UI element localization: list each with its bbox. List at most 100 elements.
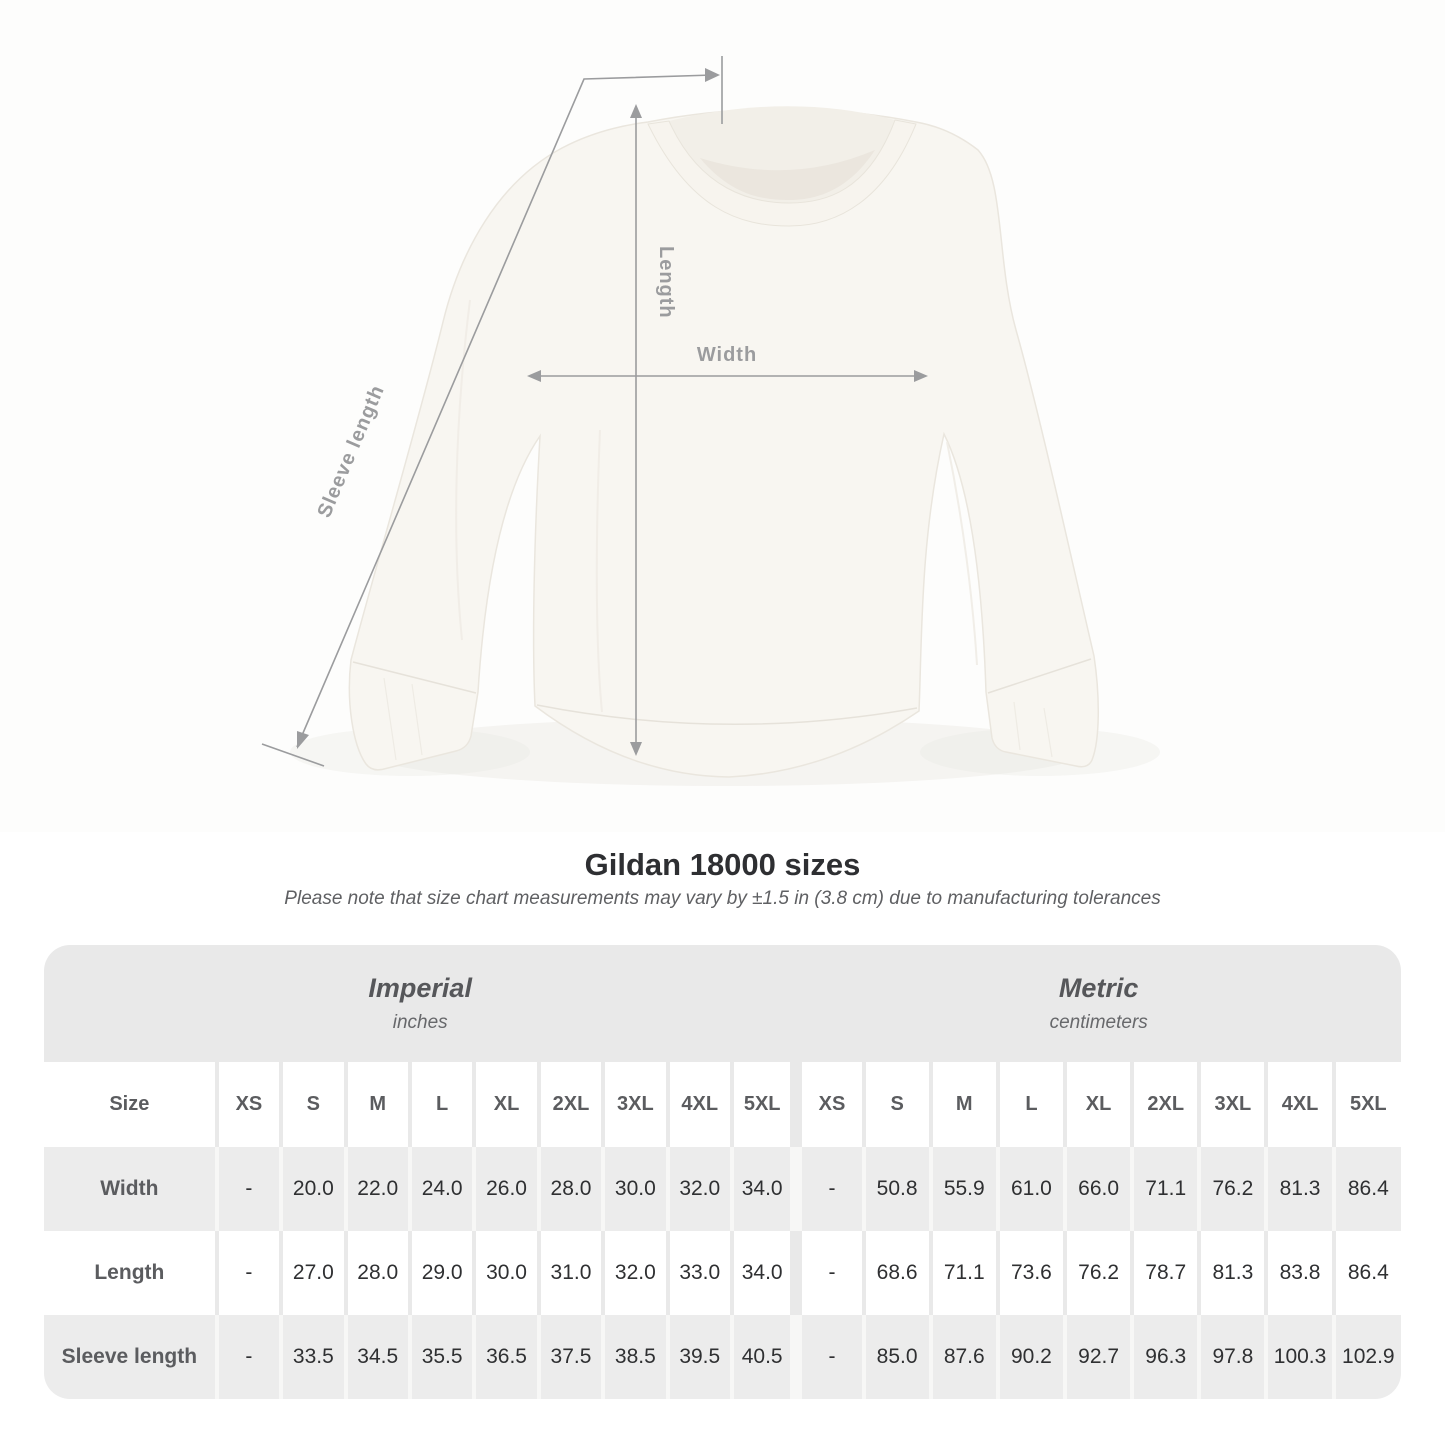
cell: 28.0 [536,1147,604,1231]
cell: 35.5 [407,1315,475,1399]
cell: 71.1 [928,1231,998,1315]
cell: 33.5 [279,1315,346,1399]
cell: 76.2 [1062,1231,1133,1315]
cell: 86.4 [1331,1231,1401,1315]
cell: 78.7 [1130,1231,1200,1315]
size-header: 2XL [1130,1062,1200,1147]
arrow-up-icon [630,104,642,118]
cell: 34.5 [343,1315,410,1399]
cell: 32.0 [601,1231,668,1315]
cell: 90.2 [995,1315,1065,1399]
cell: 85.0 [861,1315,931,1399]
cell: 66.0 [1062,1147,1133,1231]
cell: 22.0 [343,1147,410,1231]
unit-header-row: Imperial inches Metric centimeters [44,945,1401,1062]
size-header: 5XL [1331,1062,1401,1147]
cell: 81.3 [1197,1231,1267,1315]
size-header: 4XL [665,1062,732,1147]
metric-section-header: Metric centimeters [796,945,1401,1062]
size-header: XS [214,1062,282,1147]
width-label: Width [697,344,757,366]
cell: - [214,1147,282,1231]
cell: 36.5 [472,1315,539,1399]
size-header: M [928,1062,998,1147]
sleeve-length-line [296,74,714,748]
length-label: Length [655,246,677,319]
cell: 86.4 [1331,1147,1401,1231]
seam-lines [352,658,1092,725]
row-label: Length [44,1231,217,1315]
measurement-arrowheads [297,68,928,756]
size-header: 2XL [536,1062,604,1147]
table-row-length: Length - 27.0 28.0 29.0 30.0 31.0 32.0 3… [44,1231,1401,1315]
cell: 34.0 [729,1231,797,1315]
size-header: L [407,1062,475,1147]
sweatshirt [348,106,1100,778]
cell: 29.0 [407,1231,475,1315]
size-header-row: Size XS S M L XL 2XL 3XL 4XL 5XL XS S M … [44,1062,1401,1147]
cell: - [790,1231,864,1315]
cell: - [790,1315,864,1399]
cuff-ribbing [383,677,1053,761]
page-title: Gildan 18000 sizes [584,847,861,882]
cell: 97.8 [1197,1315,1267,1399]
fabric-creases [455,299,978,713]
cell: 37.5 [536,1315,604,1399]
size-header: 3XL [601,1062,668,1147]
size-header: M [343,1062,410,1147]
table-row-sleeve-length: Sleeve length - 33.5 34.5 35.5 36.5 37.5… [44,1315,1401,1399]
size-header: XL [1062,1062,1133,1147]
measurement-lines [261,56,924,767]
cell: 31.0 [536,1231,604,1315]
cell: 81.3 [1264,1147,1334,1231]
size-header: XL [472,1062,539,1147]
arrow-down-icon [630,742,642,756]
cell: 76.2 [1197,1147,1267,1231]
size-header: L [995,1062,1065,1147]
size-header: S [279,1062,346,1147]
cell: 39.5 [665,1315,732,1399]
cell: 30.0 [601,1147,668,1231]
size-header: XS [790,1062,864,1147]
cell: 27.0 [279,1231,346,1315]
row-label: Width [44,1147,217,1231]
cell: 20.0 [279,1147,346,1231]
neck-opening-shadow [700,150,875,200]
size-header: 5XL [729,1062,797,1147]
cell: 87.6 [928,1315,998,1399]
size-header: 3XL [1197,1062,1267,1147]
metric-unit: centimeters [1049,1012,1148,1033]
size-header: S [861,1062,931,1147]
arrow-right2-icon [914,370,928,382]
cell: 34.0 [729,1147,797,1231]
cell: - [214,1231,282,1315]
size-header: 4XL [1264,1062,1334,1147]
cell: 100.3 [1264,1315,1334,1399]
cell: 92.7 [1062,1315,1133,1399]
cell: 24.0 [407,1147,475,1231]
cell: 55.9 [928,1147,998,1231]
arrow-right-icon [705,68,720,82]
row-label: Sleeve length [44,1315,217,1399]
table-row-width: Width - 20.0 22.0 24.0 26.0 28.0 30.0 32… [44,1147,1401,1231]
cell: - [214,1315,282,1399]
cell: 73.6 [995,1231,1065,1315]
size-chart-table: Imperial inches Metric centimeters Size … [44,945,1401,1399]
cell: 26.0 [472,1147,539,1231]
cell: 83.8 [1264,1231,1334,1315]
cell: 102.9 [1331,1315,1401,1399]
metric-title: Metric [1058,973,1139,1003]
cell: 61.0 [995,1147,1065,1231]
cuff-tick [261,743,325,767]
tolerance-note: Please note that size chart measurements… [284,888,1161,909]
imperial-title: Imperial [368,973,472,1003]
cell: 68.6 [861,1231,931,1315]
cell: 50.8 [861,1147,931,1231]
cell: 96.3 [1130,1315,1200,1399]
collar-band [647,119,917,227]
cell: - [790,1147,864,1231]
size-column-label: Size [44,1062,217,1147]
imperial-section-header: Imperial inches [44,945,797,1062]
arrow-left-icon [527,370,541,382]
arrow-cuff-icon [297,731,309,749]
